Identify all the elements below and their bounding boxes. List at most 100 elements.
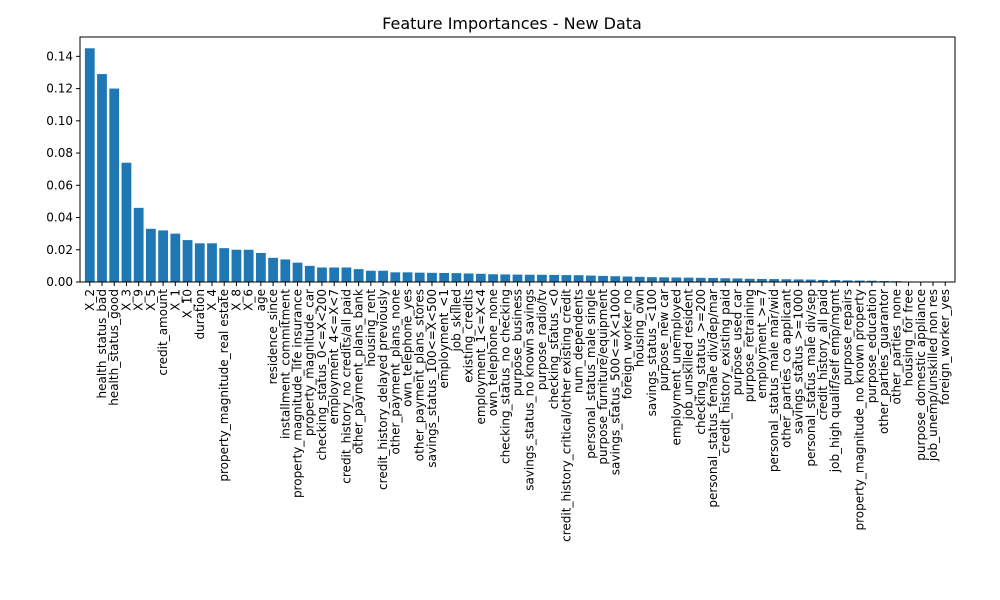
- y-axis: 0.00 0.02 0.04 0.06 0.08 0.10 0.12 0.14: [46, 49, 80, 289]
- x-tick-label-20: employment_4<=X<7: [327, 289, 341, 425]
- x-tick-label-48: employment_unemployed: [669, 289, 683, 446]
- bar-46: [647, 277, 657, 282]
- bar-59: [805, 279, 816, 282]
- bar-58: [793, 279, 804, 282]
- x-tick-label-49: job_unskilled resident: [682, 289, 696, 421]
- x-axis: X_2health_status_badhealth_status_goodX_…: [83, 282, 952, 542]
- bar-26: [402, 272, 413, 282]
- x-tick-label-4: X_9: [132, 289, 146, 311]
- x-tick-label-2: health_status_good: [107, 289, 121, 406]
- bar-57: [781, 279, 792, 282]
- x-tick-label-47: purpose_new car: [657, 289, 671, 391]
- x-tick-label-41: personal_status_male single: [584, 289, 598, 459]
- bar-27: [414, 272, 425, 282]
- bar-5: [145, 228, 156, 282]
- bar-54: [744, 278, 755, 282]
- bar-48: [671, 277, 682, 282]
- bar-14: [255, 252, 266, 282]
- bar-50: [695, 277, 706, 282]
- bar-45: [634, 276, 645, 282]
- y-tick-label-3: 0.06: [46, 178, 73, 192]
- bar-1: [97, 74, 107, 282]
- bar-20: [329, 267, 340, 282]
- y-tick-label-2: 0.04: [46, 211, 73, 225]
- bar-60: [818, 279, 828, 282]
- bar-17: [292, 262, 303, 282]
- bar-63: [854, 280, 865, 282]
- x-tick-label-24: credit_history_delayed previously: [376, 289, 390, 490]
- x-tick-label-15: residence_since: [266, 289, 280, 384]
- x-tick-label-44: foreign_worker_no: [620, 289, 634, 399]
- x-tick-label-13: X_6: [242, 289, 256, 311]
- bar-24: [378, 270, 388, 282]
- bar-19: [317, 267, 327, 282]
- bar-34: [500, 274, 511, 282]
- x-tick-label-7: X_1: [168, 289, 182, 311]
- bar-28: [427, 272, 437, 282]
- x-tick-label-63: property_magnitude_no known property: [853, 289, 867, 531]
- x-tick-label-33: own_telephone_none: [486, 289, 500, 416]
- bar-32: [475, 273, 486, 282]
- bar-22: [353, 269, 364, 282]
- bar-8: [182, 240, 193, 282]
- bar-16: [280, 259, 291, 282]
- x-tick-label-34: checking_status_no checking: [498, 289, 512, 464]
- x-tick-label-5: X_5: [144, 289, 158, 311]
- x-tick-label-29: employment_<1: [437, 289, 451, 389]
- bar-51: [708, 277, 718, 282]
- x-tick-label-45: housing_own: [633, 289, 647, 367]
- bar-49: [683, 277, 694, 282]
- x-tick-label-60: credit_history_all paid: [816, 289, 830, 420]
- bar-52: [720, 278, 731, 282]
- x-tick-label-59: personal_status_male div/sep: [804, 289, 818, 467]
- bar-37: [537, 274, 547, 282]
- x-tick-label-31: existing_credits: [462, 289, 476, 383]
- x-tick-label-64: purpose_education: [865, 289, 879, 403]
- bar-3: [121, 162, 132, 282]
- bar-23: [365, 270, 376, 282]
- x-tick-label-30: job_skilled: [449, 289, 463, 353]
- plot-frame: [79, 36, 956, 283]
- x-tick-label-70: foreign_worker_yes: [938, 289, 952, 405]
- bar-31: [463, 273, 474, 282]
- chart-title: Feature Importances - New Data: [382, 14, 642, 33]
- x-tick-label-22: other_payment_plans_bank: [352, 289, 366, 454]
- bar-30: [451, 273, 462, 282]
- x-tick-label-8: X_10: [181, 289, 195, 319]
- y-tick-label-6: 0.12: [46, 82, 73, 96]
- x-tick-label-50: checking_status_>=200: [694, 289, 708, 435]
- bar-35: [512, 274, 523, 282]
- x-tick-label-0: X_2: [83, 289, 97, 311]
- bar-6: [158, 230, 168, 282]
- x-tick-label-56: personal_status_male mar/wid: [767, 289, 781, 472]
- x-tick-label-43: savings_status_500<=X<1000: [608, 289, 622, 475]
- bar-7: [170, 233, 181, 282]
- x-tick-label-62: purpose_repairs: [840, 289, 854, 385]
- bar-12: [231, 249, 242, 282]
- bar-21: [341, 267, 352, 282]
- x-tick-label-6: credit_amount: [156, 289, 170, 376]
- x-tick-label-27: other_payment_plans_stores: [413, 289, 427, 461]
- bar-33: [488, 274, 498, 282]
- x-tick-label-3: X_3: [119, 289, 133, 311]
- x-tick-label-38: checking_status_<0: [547, 289, 561, 409]
- x-tick-label-10: X_4: [205, 289, 219, 311]
- x-tick-label-40: num_dependents: [572, 289, 586, 393]
- bar-53: [732, 278, 743, 282]
- x-tick-label-21: credit_history_no credits/all paid: [339, 289, 353, 484]
- x-tick-label-11: property_magnitude_real estate: [217, 289, 231, 482]
- bar-11: [219, 248, 230, 282]
- x-tick-label-12: X_8: [229, 289, 243, 311]
- x-tick-label-37: purpose_radio/tv: [535, 289, 549, 390]
- bar-18: [304, 265, 315, 282]
- bar-62: [842, 280, 853, 282]
- x-tick-label-52: credit_history_existing paid: [718, 289, 732, 453]
- bars-group: [84, 48, 951, 283]
- x-tick-label-18: property_magnitude_car: [303, 289, 317, 436]
- x-tick-label-65: other_parties_guarantor: [877, 289, 891, 434]
- x-tick-label-61: job_high qualif/self emp/mgmt: [828, 289, 842, 474]
- x-tick-label-67: housing_for free: [902, 289, 916, 386]
- y-tick-label-7: 0.14: [46, 49, 73, 63]
- bar-41: [585, 275, 596, 282]
